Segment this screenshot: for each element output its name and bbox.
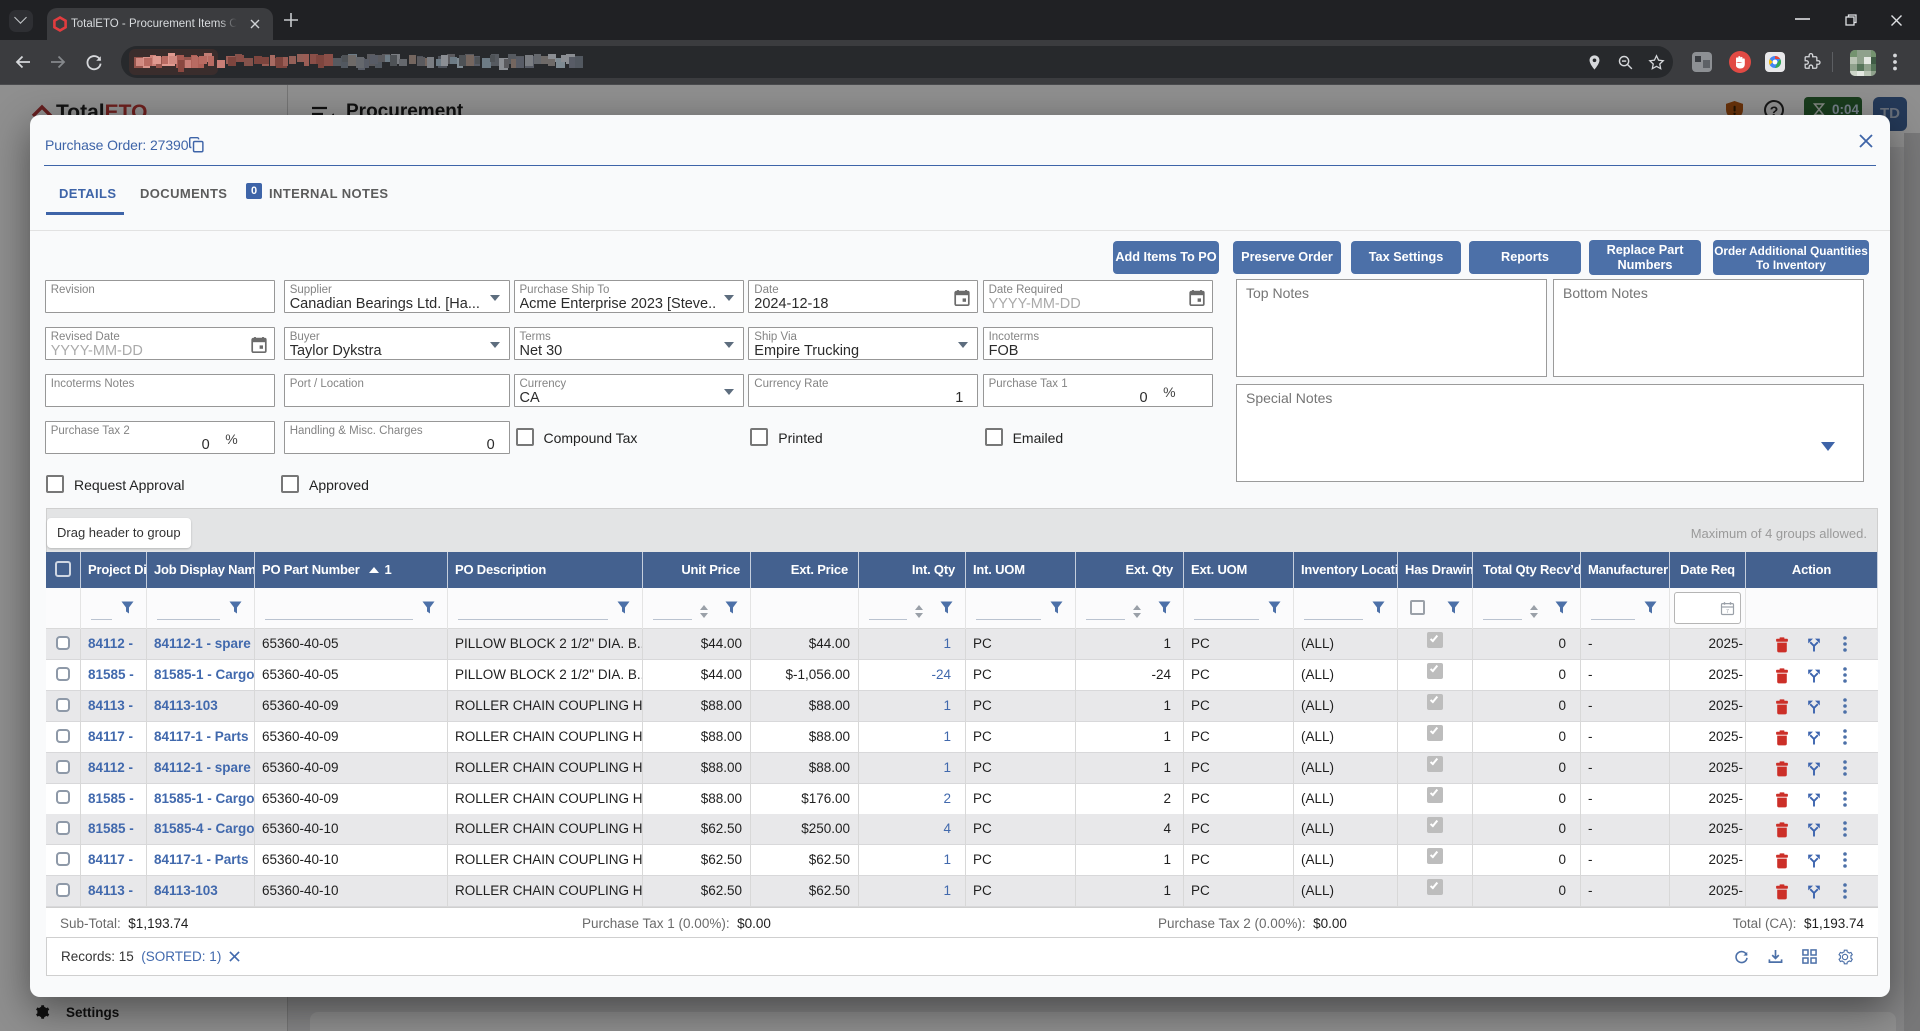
svg-text:7: 7 xyxy=(1726,609,1729,615)
